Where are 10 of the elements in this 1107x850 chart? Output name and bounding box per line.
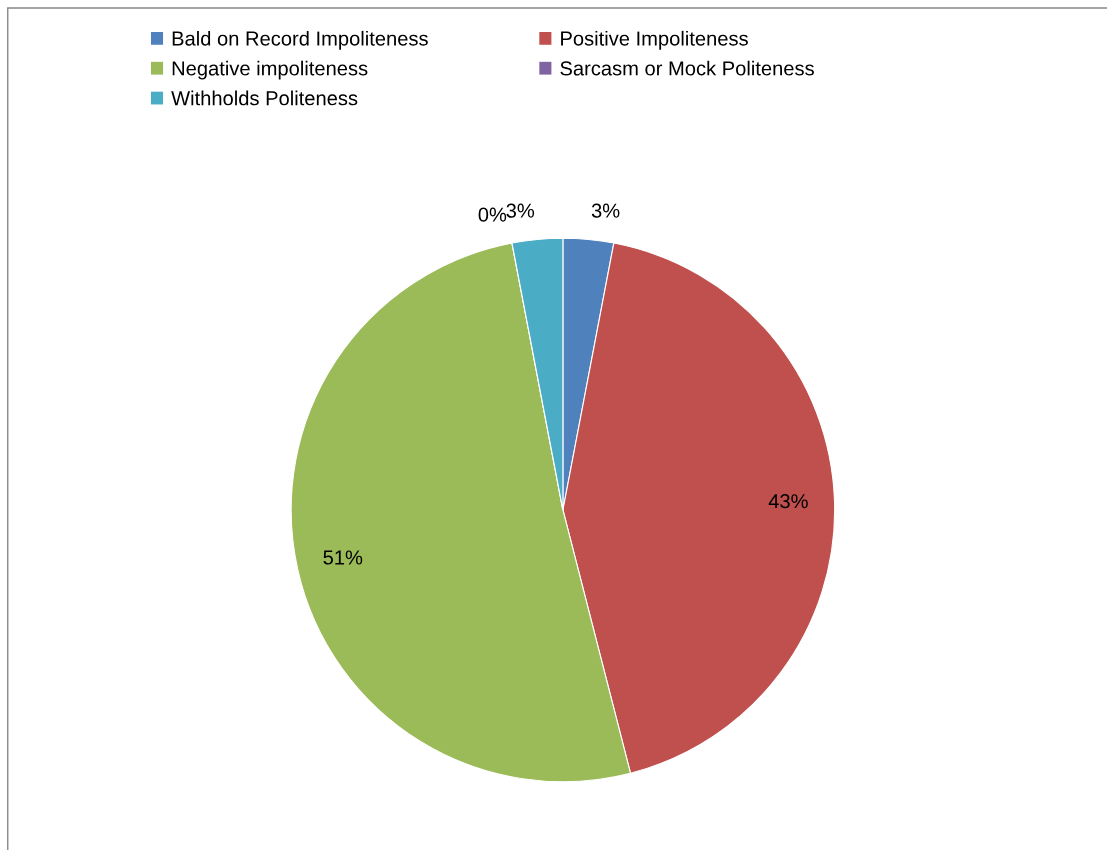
legend-label: Sarcasm or Mock Politeness xyxy=(560,60,814,76)
data-label: 3% xyxy=(506,203,535,218)
legend-label: Negative impoliteness xyxy=(172,60,368,80)
data-label: 43% xyxy=(768,494,808,509)
legend-label: Bald on Record Impoliteness xyxy=(172,30,428,50)
legend-label: Withholds Politeness xyxy=(171,90,358,106)
data-label: 3% xyxy=(591,203,620,218)
data-label: 51% xyxy=(323,550,363,565)
text: 0% xyxy=(478,207,507,222)
legend-label: Positive Impoliteness xyxy=(561,30,748,50)
